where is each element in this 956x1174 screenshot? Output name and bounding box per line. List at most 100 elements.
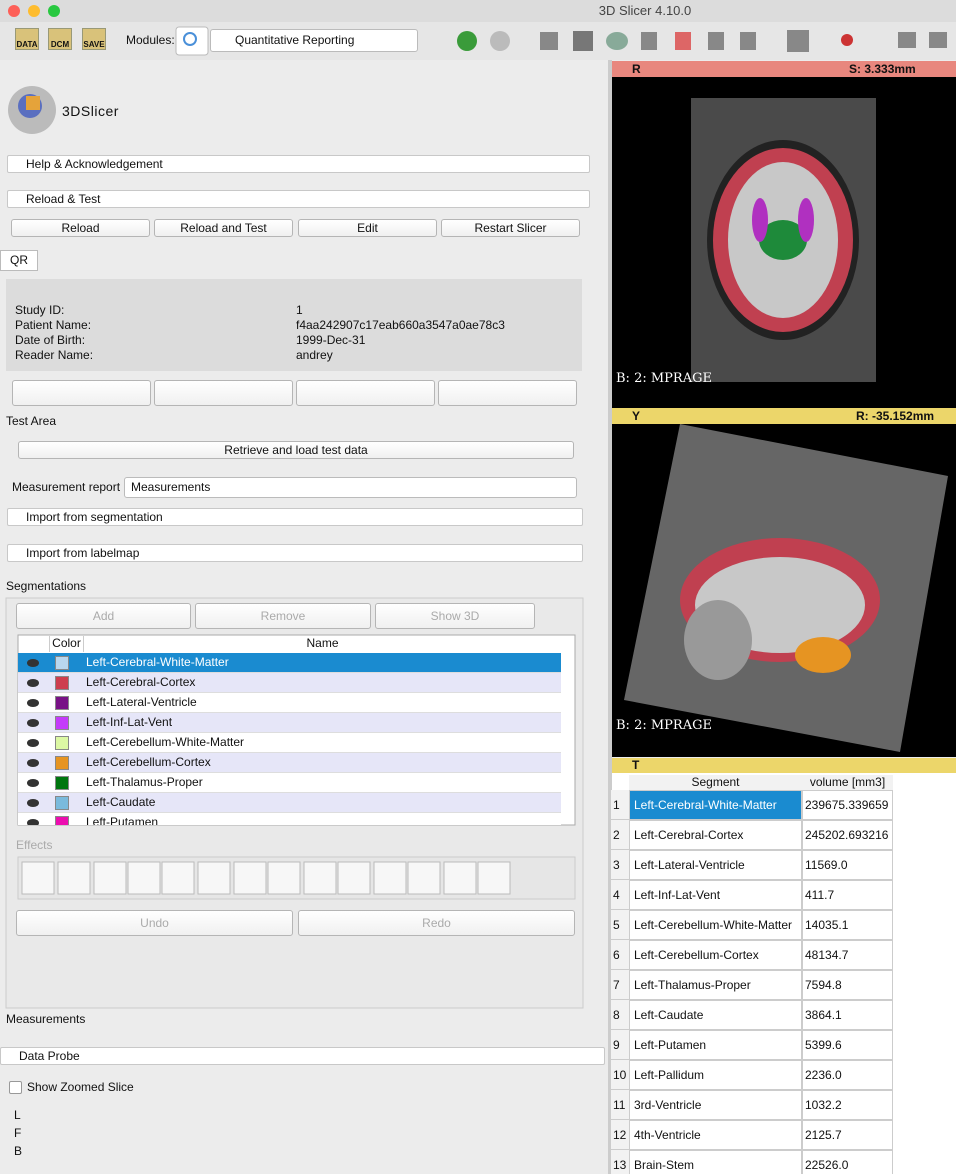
row-number: 8 bbox=[611, 1000, 629, 1030]
section-header[interactable]: Reload & Test bbox=[7, 190, 590, 208]
view-offset: R: -35.152mm bbox=[856, 409, 935, 423]
table-cell[interactable]: Left-Thalamus-Proper bbox=[629, 970, 802, 1000]
table-cell[interactable]: 239675.339659 bbox=[802, 790, 893, 820]
view-name: T bbox=[632, 758, 640, 772]
view-label: B: 2: MPRAGE bbox=[616, 371, 712, 386]
table-cell[interactable]: 411.7 bbox=[802, 880, 893, 910]
button[interactable]: Redo bbox=[298, 910, 575, 936]
segment-row[interactable]: Left-Thalamus-Proper bbox=[18, 773, 561, 793]
table-cell[interactable]: Left-Pallidum bbox=[629, 1060, 802, 1090]
field-label: Reader Name: bbox=[15, 348, 94, 362]
table-cell[interactable]: Left-Cerebral-Cortex bbox=[629, 820, 802, 850]
table-cell[interactable]: 1032.2 bbox=[802, 1090, 893, 1120]
segment-list: Left-Cerebral-White-Matter Left-Cerebral-… bbox=[18, 653, 561, 825]
table-cell[interactable]: 7594.8 bbox=[802, 970, 893, 1000]
table-cell[interactable]: 5399.6 bbox=[802, 1030, 893, 1060]
color-swatch bbox=[55, 716, 69, 730]
field-label: Study ID: bbox=[15, 303, 65, 317]
button[interactable]: Reload and Test bbox=[154, 219, 293, 237]
view-name: R bbox=[632, 62, 641, 76]
table-cell[interactable]: 22526.0 bbox=[802, 1150, 893, 1174]
color-swatch bbox=[55, 756, 69, 770]
section-header[interactable]: Data Probe bbox=[0, 1047, 605, 1065]
table-cell[interactable]: Left-Cerebellum-White-Matter bbox=[629, 910, 802, 940]
field-value: 1 bbox=[296, 303, 303, 317]
combo-box[interactable]: Measurements bbox=[124, 477, 577, 498]
label: Segmentations bbox=[6, 579, 87, 593]
row-number: 9 bbox=[611, 1030, 629, 1060]
row-number: 3 bbox=[611, 850, 629, 880]
checkbox[interactable] bbox=[9, 1081, 22, 1094]
table-cell[interactable]: Left-Caudate bbox=[629, 1000, 802, 1030]
table-cell[interactable]: 245202.693216 bbox=[802, 820, 893, 850]
segment-row[interactable]: Left-Caudate bbox=[18, 793, 561, 813]
button[interactable]: Undo bbox=[16, 910, 293, 936]
button[interactable]: Add bbox=[16, 603, 191, 629]
button[interactable]: Show 3D bbox=[375, 603, 535, 629]
table-cell[interactable]: Left-Putamen bbox=[629, 1030, 802, 1060]
table-cell[interactable]: Left-Inf-Lat-Vent bbox=[629, 880, 802, 910]
table-cell[interactable]: Left-Lateral-Ventricle bbox=[629, 850, 802, 880]
row-number: 11 bbox=[611, 1090, 629, 1120]
table-cell[interactable]: 14035.1 bbox=[802, 910, 893, 940]
checkbox-label: Show Zoomed Slice bbox=[27, 1080, 134, 1094]
tab[interactable]: QR bbox=[0, 250, 38, 271]
segment-row[interactable]: Left-Cerebellum-Cortex bbox=[18, 753, 561, 773]
module-selector[interactable]: Quantitative Reporting bbox=[210, 29, 418, 52]
eye-icon bbox=[27, 779, 39, 787]
button[interactable]: Edit bbox=[298, 219, 437, 237]
table-cell[interactable]: 2236.0 bbox=[802, 1060, 893, 1090]
row-number: 13 bbox=[611, 1150, 629, 1174]
row-number: 6 bbox=[611, 940, 629, 970]
icon-button[interactable] bbox=[438, 380, 577, 406]
view-bar bbox=[612, 758, 956, 773]
column-header: volume [mm3] bbox=[802, 775, 893, 790]
color-swatch bbox=[55, 816, 69, 825]
table-cell[interactable]: 11569.0 bbox=[802, 850, 893, 880]
table-cell[interactable]: Left-Cerebral-White-Matter bbox=[629, 790, 802, 820]
icon-button[interactable] bbox=[296, 380, 435, 406]
modules-label: Modules: bbox=[126, 33, 175, 47]
column-header: Segment bbox=[629, 775, 802, 790]
window-title: 3D Slicer 4.10.0 bbox=[598, 3, 692, 18]
eye-icon bbox=[27, 699, 39, 707]
icon-button[interactable] bbox=[12, 380, 151, 406]
button[interactable]: Reload bbox=[11, 219, 150, 237]
eye-icon bbox=[27, 819, 39, 825]
table-cell[interactable]: 48134.7 bbox=[802, 940, 893, 970]
section-header[interactable]: Help & Acknowledgement bbox=[7, 155, 590, 173]
segment-row[interactable]: Left-Inf-Lat-Vent bbox=[18, 713, 561, 733]
eye-icon bbox=[27, 679, 39, 687]
segment-name: Left-Cerebral-Cortex bbox=[86, 675, 196, 689]
table-cell[interactable]: 3rd-Ventricle bbox=[629, 1090, 802, 1120]
table-cell[interactable]: 3864.1 bbox=[802, 1000, 893, 1030]
button[interactable]: Restart Slicer bbox=[441, 219, 580, 237]
segment-row[interactable]: Left-Cerebellum-White-Matter bbox=[18, 733, 561, 753]
view-offset: S: 3.333mm bbox=[849, 62, 916, 76]
row-number: 5 bbox=[611, 910, 629, 940]
table-cell[interactable]: 4th-Ventricle bbox=[629, 1120, 802, 1150]
section-header[interactable]: Import from labelmap bbox=[7, 544, 583, 562]
column-header: Name bbox=[83, 636, 561, 652]
eye-icon bbox=[27, 739, 39, 747]
segment-row[interactable]: Left-Cerebral-White-Matter bbox=[18, 653, 561, 673]
segment-name: Left-Cerebellum-White-Matter bbox=[86, 735, 245, 749]
toolbar-button[interactable]: SAVE bbox=[83, 40, 105, 49]
toolbar-button[interactable]: DCM bbox=[50, 40, 70, 49]
segment-row[interactable]: Left-Cerebral-Cortex bbox=[18, 673, 561, 693]
color-swatch bbox=[55, 736, 69, 750]
button[interactable]: Retrieve and load test data bbox=[18, 441, 574, 459]
table-cell[interactable]: 2125.7 bbox=[802, 1120, 893, 1150]
column-header: Color bbox=[49, 636, 83, 652]
segment-row[interactable]: Left-Putamen bbox=[18, 813, 561, 825]
button[interactable]: Remove bbox=[195, 603, 371, 629]
table-cell[interactable]: Brain-Stem bbox=[629, 1150, 802, 1174]
table-cell[interactable]: Left-Cerebellum-Cortex bbox=[629, 940, 802, 970]
toolbar-button[interactable]: DATA bbox=[16, 40, 38, 49]
coord-label: F bbox=[14, 1126, 22, 1140]
icon-button[interactable] bbox=[154, 380, 293, 406]
segment-row[interactable]: Left-Lateral-Ventricle bbox=[18, 693, 561, 713]
section-header[interactable]: Import from segmentation bbox=[7, 508, 583, 526]
